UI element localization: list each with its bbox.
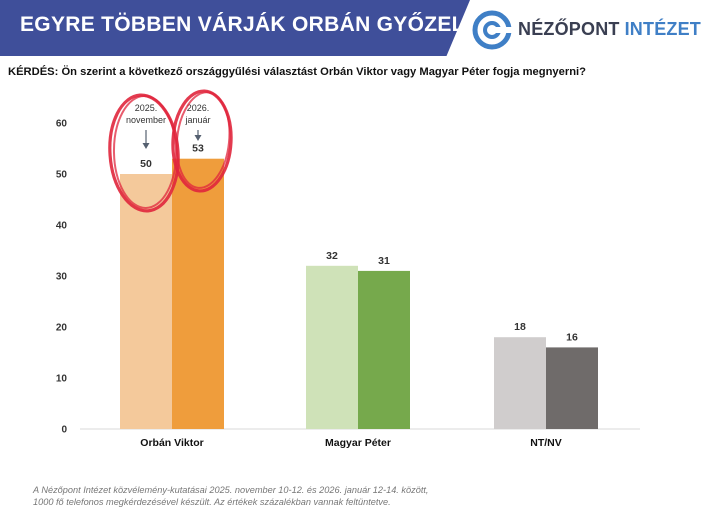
annotation-year: 2026.: [187, 103, 210, 113]
x-tick-label: NT/NV: [530, 437, 562, 449]
target-logo-icon: [472, 10, 512, 50]
arrow-down-icon: [142, 143, 150, 149]
logo-word-nezopont: NÉZŐPONT: [518, 19, 620, 39]
y-tick-label: 40: [56, 221, 68, 232]
y-tick-label: 20: [56, 323, 68, 334]
y-tick-label: 0: [61, 425, 67, 436]
y-tick-label: 30: [56, 272, 68, 283]
red-highlight-circle: [171, 89, 233, 193]
bar-value-label: 50: [140, 158, 152, 170]
annotation-month: január: [184, 115, 210, 125]
bar-value-label: 32: [326, 250, 338, 262]
logo: NÉZŐPONT INTÉZET: [472, 10, 712, 50]
x-tick-label: Magyar Péter: [325, 437, 391, 449]
arrow-down-icon: [194, 135, 202, 141]
bar: [358, 270, 410, 429]
bar: [494, 337, 546, 429]
bar-value-label: 18: [514, 321, 526, 333]
red-highlight-circle-stroke: [175, 91, 231, 189]
footnote-line-2: 1000 fő telefonos megkérdezésével készül…: [33, 497, 391, 507]
bar: [172, 158, 224, 429]
y-tick-label: 50: [56, 170, 68, 181]
survey-question: KÉRDÉS: Ön szerint a következő országgyű…: [8, 66, 587, 78]
logo-text: NÉZŐPONT INTÉZET: [518, 19, 701, 40]
y-tick-label: 10: [56, 374, 68, 385]
footnote: A Nézőpont Intézet közvélemény-kutatásai…: [33, 484, 428, 508]
page-title: EGYRE TÖBBEN VÁRJÁK ORBÁN GYŐZELMÉT: [20, 13, 511, 36]
red-highlight-circle: [108, 93, 180, 213]
annotation-month: november: [126, 115, 166, 125]
logo-word-intezet: INTÉZET: [624, 19, 702, 39]
bar-value-label: 16: [566, 331, 578, 343]
bar: [546, 347, 598, 429]
bar: [120, 174, 172, 429]
title-banner: [0, 0, 470, 56]
y-tick-label: 60: [56, 119, 68, 130]
x-tick-label: Orbán Viktor: [140, 437, 203, 449]
bar: [306, 265, 358, 429]
annotation-year: 2025.: [135, 103, 158, 113]
bar-value-label: 53: [192, 143, 204, 155]
footnote-line-1: A Nézőpont Intézet közvélemény-kutatásai…: [33, 485, 429, 495]
bar-value-label: 31: [378, 255, 390, 267]
